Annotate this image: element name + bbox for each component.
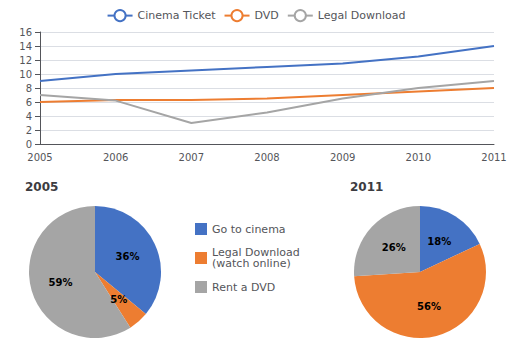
svg-text:18%: 18%: [427, 236, 451, 247]
svg-text:Cinema Ticket: Cinema Ticket: [138, 9, 217, 22]
svg-text:2005: 2005: [27, 152, 52, 163]
svg-text:14: 14: [19, 41, 32, 52]
svg-text:Go to cinema: Go to cinema: [212, 223, 286, 236]
svg-text:2007: 2007: [179, 152, 204, 163]
svg-text:2011: 2011: [481, 152, 506, 163]
svg-text:2011: 2011: [350, 180, 383, 194]
svg-text:Rent a DVD: Rent a DVD: [212, 281, 275, 294]
svg-text:2009: 2009: [330, 152, 355, 163]
svg-text:56%: 56%: [417, 301, 441, 312]
svg-text:6: 6: [26, 97, 32, 108]
svg-text:0: 0: [26, 139, 32, 150]
svg-text:4: 4: [26, 111, 32, 122]
svg-text:2: 2: [26, 125, 32, 136]
svg-text:8: 8: [26, 83, 32, 94]
svg-text:10: 10: [19, 69, 32, 80]
svg-text:5%: 5%: [110, 294, 127, 305]
svg-text:(watch online): (watch online): [212, 257, 291, 270]
svg-text:Legal Download: Legal Download: [212, 246, 300, 259]
svg-text:DVD: DVD: [255, 9, 279, 22]
svg-text:2006: 2006: [103, 152, 128, 163]
svg-text:12: 12: [19, 55, 32, 66]
svg-text:36%: 36%: [116, 251, 140, 262]
svg-text:2008: 2008: [254, 152, 279, 163]
svg-text:Legal Download: Legal Download: [318, 9, 406, 22]
svg-text:2005: 2005: [25, 180, 58, 194]
svg-text:59%: 59%: [48, 277, 72, 288]
svg-text:2010: 2010: [406, 152, 431, 163]
svg-text:26%: 26%: [382, 242, 406, 253]
svg-text:16: 16: [19, 27, 32, 38]
